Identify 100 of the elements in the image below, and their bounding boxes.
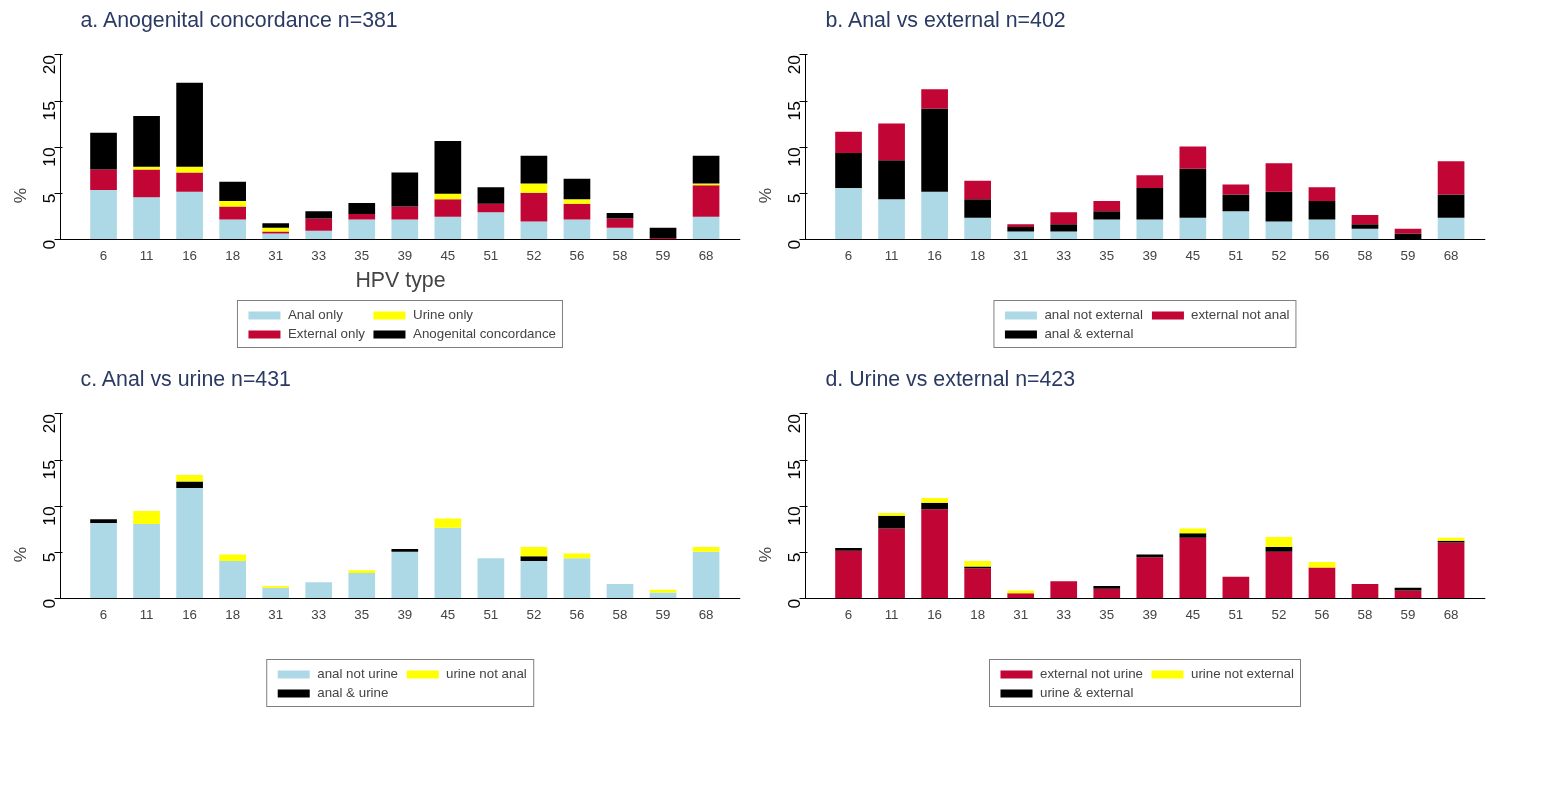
x-tick-label: 16: [927, 606, 943, 622]
x-tick-label: 68: [1443, 247, 1459, 263]
y-tick-label: 5: [784, 552, 805, 563]
x-tick-label: 59: [655, 247, 671, 263]
y-tick-label: 20: [39, 54, 60, 75]
x-tick-label: 6: [99, 606, 108, 622]
chart-title: d. Urine vs external n=423: [825, 366, 1076, 391]
x-axis-title: HPV type: [355, 267, 446, 292]
y-tick-label: 10: [39, 147, 60, 167]
x-tick-label: 68: [698, 247, 714, 263]
y-tick-label: 10: [784, 147, 805, 167]
y-tick-label: 15: [784, 460, 805, 480]
x-tick-label: 68: [1443, 606, 1459, 622]
x-tick-label: 11: [884, 247, 899, 263]
x-tick-label: 33: [311, 606, 327, 622]
x-tick-label: 59: [1400, 247, 1416, 263]
legend-label: urine & external: [1040, 685, 1134, 700]
x-tick-label: 58: [1357, 606, 1373, 622]
x-tick-label: 56: [1314, 606, 1330, 622]
x-tick-label: 18: [970, 247, 986, 263]
y-axis-title: %: [754, 187, 775, 204]
x-tick-label: 6: [844, 247, 853, 263]
x-tick-label: 35: [354, 247, 370, 263]
y-tick-label: 20: [784, 413, 805, 434]
legend-label: anal not external: [1044, 307, 1143, 322]
legend-label: Urine only: [413, 307, 474, 322]
y-tick-label: 20: [39, 413, 60, 434]
x-tick-label: 11: [884, 606, 899, 622]
x-tick-label: 45: [440, 606, 456, 622]
y-tick-label: 10: [39, 506, 60, 526]
y-tick-label: 15: [784, 101, 805, 121]
x-tick-label: 52: [526, 606, 542, 622]
x-tick-label: 39: [397, 247, 413, 263]
x-tick-label: 31: [1013, 606, 1029, 622]
legend-label: External only: [287, 326, 366, 341]
x-tick-label: 51: [483, 606, 499, 622]
x-tick-label: 16: [182, 247, 198, 263]
x-tick-label: 59: [1400, 606, 1416, 622]
x-tick-label: 52: [1271, 606, 1287, 622]
x-tick-label: 51: [1228, 247, 1244, 263]
y-axis-title: %: [9, 546, 30, 563]
legend-label: anal & external: [1044, 326, 1134, 341]
x-tick-label: 33: [311, 247, 327, 263]
chart-title: a. Anogenital concordance n=381: [80, 7, 398, 32]
x-tick-label: 18: [225, 606, 241, 622]
y-tick-label: 0: [39, 598, 60, 609]
x-tick-label: 6: [99, 247, 108, 263]
legend-label: anal not urine: [317, 666, 398, 681]
x-tick-label: 52: [526, 247, 542, 263]
chart-title: b. Anal vs external n=402: [825, 7, 1066, 32]
x-tick-label: 33: [1056, 247, 1072, 263]
y-tick-label: 20: [784, 54, 805, 75]
legend-label: Anal only: [287, 307, 343, 322]
x-tick-label: 45: [1185, 247, 1201, 263]
y-axis-title: %: [9, 187, 30, 204]
chart-title: c. Anal vs urine n=431: [80, 366, 291, 391]
legend-label: anal & urine: [317, 685, 389, 700]
legend-label: urine not anal: [446, 666, 527, 681]
x-tick-label: 39: [397, 606, 413, 622]
x-tick-label: 51: [1228, 606, 1244, 622]
x-tick-label: 16: [927, 247, 943, 263]
y-tick-label: 15: [39, 460, 60, 480]
x-tick-label: 18: [970, 606, 986, 622]
x-tick-label: 56: [1314, 247, 1330, 263]
x-tick-label: 16: [182, 606, 198, 622]
x-tick-label: 31: [1013, 247, 1029, 263]
x-tick-label: 58: [1357, 247, 1373, 263]
y-tick-label: 10: [784, 506, 805, 526]
x-tick-label: 11: [139, 606, 154, 622]
x-tick-label: 58: [612, 606, 628, 622]
x-tick-label: 18: [225, 247, 241, 263]
x-tick-label: 45: [1185, 606, 1201, 622]
x-tick-label: 6: [844, 606, 853, 622]
y-tick-label: 0: [39, 239, 60, 250]
x-tick-label: 68: [698, 606, 714, 622]
y-axis-title: %: [754, 546, 775, 563]
x-tick-label: 35: [1099, 247, 1115, 263]
legend-label: urine not external: [1191, 666, 1294, 681]
x-tick-label: 58: [612, 247, 628, 263]
legend-label: Anogenital concordance: [413, 326, 557, 341]
x-tick-label: 35: [1099, 606, 1115, 622]
legend-label: external not urine: [1040, 666, 1143, 681]
y-tick-label: 5: [39, 552, 60, 563]
y-tick-label: 0: [784, 239, 805, 250]
x-tick-label: 39: [1142, 247, 1158, 263]
x-tick-label: 56: [569, 247, 585, 263]
x-tick-label: 31: [268, 247, 284, 263]
x-tick-label: 33: [1056, 606, 1072, 622]
y-tick-label: 5: [784, 193, 805, 204]
y-tick-label: 0: [784, 598, 805, 609]
y-tick-label: 15: [39, 101, 60, 121]
legend-label: external not anal: [1191, 307, 1290, 322]
x-tick-label: 35: [354, 606, 370, 622]
x-tick-label: 51: [483, 247, 499, 263]
x-tick-label: 45: [440, 247, 456, 263]
x-tick-label: 11: [139, 247, 154, 263]
y-tick-label: 5: [39, 193, 60, 204]
x-tick-label: 52: [1271, 247, 1287, 263]
x-tick-label: 39: [1142, 606, 1158, 622]
x-tick-label: 56: [569, 606, 585, 622]
